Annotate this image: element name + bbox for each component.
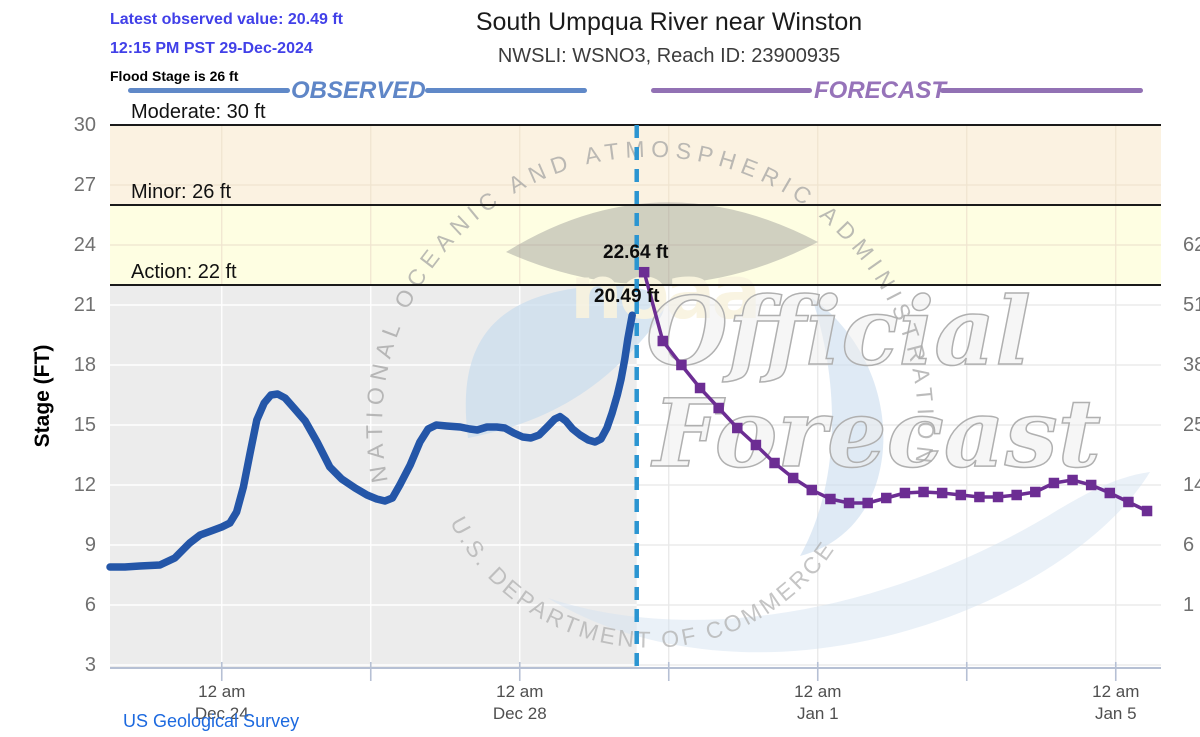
forecast-marker xyxy=(806,484,818,496)
y-tick-label: 18 xyxy=(73,354,96,376)
watermark-crescent-shape xyxy=(800,298,884,556)
forecast-marker xyxy=(1123,496,1134,508)
noaa-logo-wing-shape xyxy=(465,285,664,438)
observation-timestamp: 12:15 PM PST 29-Dec-2024 xyxy=(110,40,313,57)
flood-stage-note: Flood Stage is 26 ft xyxy=(110,68,239,84)
forecast-marker xyxy=(713,402,724,414)
y-tick-label: 27 xyxy=(73,174,96,196)
flow-tick-label: 25 xyxy=(1183,414,1200,436)
forecast-marker xyxy=(676,359,687,371)
forecast-marker xyxy=(657,335,669,347)
forecast-marker xyxy=(1141,505,1153,517)
noaa-logo-lens-shape xyxy=(506,202,818,285)
y-tick-label: 24 xyxy=(73,234,96,256)
latest-observed-value: Latest observed value: 20.49 ft xyxy=(110,11,343,28)
forecast-marker xyxy=(936,487,948,499)
forecast-marker xyxy=(992,491,1004,503)
watermark-forecast-text: Forecast xyxy=(650,379,1101,489)
page-title: South Umpqua River near Winston xyxy=(475,8,863,36)
forecast-marker xyxy=(918,486,929,498)
x-tick-label: 12 am Jan 1 xyxy=(794,682,842,723)
x-tick-label: 12 am Dec 24 xyxy=(194,682,249,723)
y-tick-label: 3 xyxy=(84,654,96,676)
forecast-marker xyxy=(787,472,799,484)
flood-label-action: Action: 22 ft xyxy=(131,261,237,283)
y-tick-label: 21 xyxy=(73,294,96,316)
forecast-marker xyxy=(825,493,836,505)
forecast-marker xyxy=(955,489,967,501)
watermark-official-text: Official xyxy=(646,277,1031,387)
forecast-marker xyxy=(862,497,873,509)
forecast-marker xyxy=(881,492,892,504)
forecast-marker xyxy=(750,439,762,451)
flow-tick-label: 62 xyxy=(1183,234,1200,256)
usgs-source-link[interactable]: US Geological Survey xyxy=(123,711,300,731)
flow-tick-label: 1 xyxy=(1183,594,1195,616)
flow-tick-label: 14 xyxy=(1183,474,1200,496)
forecast-marker xyxy=(1011,489,1022,501)
flood-label-moderate: Moderate: 30 ft xyxy=(131,101,266,123)
flow-tick-label: 6 xyxy=(1183,534,1195,556)
y-axis-title: Stage (FT) xyxy=(31,344,54,448)
x-tick-label: 12 am Jan 5 xyxy=(1092,682,1140,723)
observed-legend-rule-right xyxy=(425,88,587,93)
latest-observed-block: Latest observed value: 20.49 ft 12:15 PM… xyxy=(110,5,343,86)
forecast-marker xyxy=(732,422,743,434)
forecast-marker xyxy=(694,382,706,394)
forecast-marker xyxy=(1030,486,1041,498)
y-tick-label: 6 xyxy=(84,594,96,616)
forecast-marker xyxy=(769,457,780,469)
observed-legend-rule-left xyxy=(128,88,290,93)
forecast-marker xyxy=(974,491,985,503)
y-tick-label: 9 xyxy=(84,534,96,556)
y-tick-label: 12 xyxy=(73,474,96,496)
forecast-marker xyxy=(1085,479,1097,491)
forecast-marker xyxy=(843,497,855,509)
forecast-stage-line xyxy=(642,271,1148,513)
observed-legend-label: OBSERVED xyxy=(291,77,426,104)
forecast-marker xyxy=(899,487,911,499)
forecast-crest-annotation: 22.64 ft xyxy=(603,242,669,263)
flow-tick-label: 38 xyxy=(1183,354,1200,376)
latest-observed-annotation: 20.49 ft xyxy=(594,286,660,307)
flood-label-minor: Minor: 26 ft xyxy=(131,181,232,203)
watermark-swoosh-shape xyxy=(548,472,1150,653)
noaa-wordmark: noaa xyxy=(570,250,757,336)
forecast-marker xyxy=(638,266,650,278)
forecast-legend-rule-right xyxy=(940,88,1143,93)
page-subtitle: NWSLI: WSNO3, Reach ID: 23900935 xyxy=(497,45,841,67)
flow-tick-label: 51 xyxy=(1183,294,1200,316)
forecast-legend-label: FORECAST xyxy=(814,77,946,104)
forecast-marker xyxy=(1104,487,1116,499)
forecast-legend-rule-left xyxy=(651,88,812,93)
forecast-marker xyxy=(1048,477,1060,489)
forecast-marker xyxy=(1067,474,1078,486)
x-tick-label: 12 am Dec 28 xyxy=(492,682,547,723)
y-tick-label: 15 xyxy=(73,414,96,436)
observed-stage-line xyxy=(106,311,636,571)
y-tick-label: 30 xyxy=(73,114,96,136)
